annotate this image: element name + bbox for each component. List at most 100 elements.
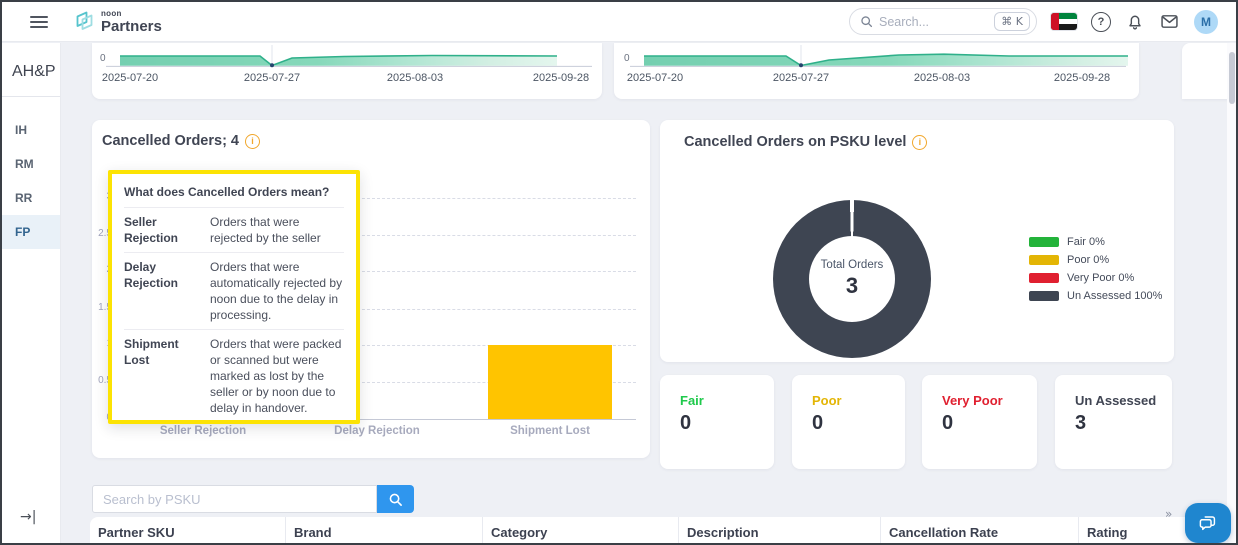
- tooltip-title: What does Cancelled Orders mean?: [124, 185, 330, 199]
- x-axis-date-label: 2025-09-28: [1053, 72, 1111, 84]
- gridline: [116, 235, 636, 236]
- stat-label: Fair: [680, 393, 704, 408]
- column-header-category[interactable]: Category: [482, 517, 678, 543]
- tooltip-definition: Orders that were automatically rejected …: [210, 260, 343, 322]
- bar-category-label: Shipment Lost: [510, 425, 590, 437]
- workspace-name[interactable]: AH&P: [12, 63, 56, 80]
- donut-legend: Fair 0% Poor 0% Very Poor 0% Un Assessed…: [1029, 233, 1162, 305]
- info-icon[interactable]: i: [245, 133, 260, 149]
- cancelled-orders-title: Cancelled Orders; 4: [102, 133, 239, 149]
- global-search-input[interactable]: Search... ⌘ K: [849, 8, 1037, 35]
- x-axis-date-label: 2025-08-03: [913, 72, 971, 84]
- sidebar-item-fp[interactable]: FP: [2, 215, 60, 249]
- sidebar-divider: [2, 96, 60, 97]
- sidebar-item-rm[interactable]: RM: [15, 157, 34, 171]
- y-tick-label: 1.5: [98, 302, 112, 313]
- legend-item-very-poor[interactable]: Very Poor 0%: [1029, 269, 1162, 287]
- column-header-description[interactable]: Description: [678, 517, 880, 543]
- trend-chart-card-partial: [1182, 43, 1230, 99]
- stat-card-fair: Fair 0: [660, 375, 774, 469]
- x-axis-date-label: 2025-07-27: [772, 72, 830, 84]
- help-icon[interactable]: ?: [1091, 11, 1111, 32]
- scrollbar-thumb[interactable]: [1229, 52, 1235, 104]
- stat-card-poor: Poor 0: [792, 375, 905, 469]
- tooltip-row: Delay Rejection Orders that were automat…: [124, 252, 344, 329]
- search-placeholder: Search...: [879, 14, 930, 29]
- top-header: noon Partners Search... ⌘ K ?: [2, 2, 1236, 42]
- tooltip-notch: [225, 174, 243, 179]
- psku-search-input[interactable]: Search by PSKU: [92, 485, 377, 513]
- psku-search-button[interactable]: [377, 485, 414, 513]
- legend-swatch-gold: [1029, 255, 1059, 265]
- x-axis-date-label: 2025-07-20: [626, 72, 684, 84]
- donut-center-value: 3: [845, 273, 859, 298]
- area-chart-right: [630, 45, 1128, 68]
- tooltip-term: Delay Rejection: [124, 260, 179, 290]
- y-axis-zero-label: 0: [100, 53, 106, 64]
- search-icon: [389, 493, 402, 506]
- stat-value: 0: [942, 412, 954, 434]
- stat-label: Un Assessed: [1075, 393, 1157, 408]
- column-header-brand[interactable]: Brand: [285, 517, 482, 543]
- stat-card-very-poor: Very Poor 0: [922, 375, 1037, 469]
- noon-logo-icon: [76, 11, 93, 30]
- bar-category-label: Seller Rejection: [159, 425, 247, 437]
- trend-chart-card-right: 0 2025-07-20 2025-07-27 2025-08-03 2025-…: [614, 43, 1139, 99]
- column-header-cancellation-rate[interactable]: Cancellation Rate: [880, 517, 1078, 543]
- stat-value: 3: [1075, 412, 1087, 434]
- column-header-rating[interactable]: Rating: [1078, 517, 1230, 543]
- column-header-partner-sku[interactable]: Partner SKU: [98, 525, 175, 540]
- logo-text-partners: Partners: [101, 17, 162, 35]
- psku-search-placeholder: Search by PSKU: [103, 491, 201, 507]
- chat-support-button[interactable]: [1185, 503, 1231, 543]
- uae-flag-icon[interactable]: [1051, 13, 1077, 30]
- logo-text-noon: noon: [101, 8, 122, 18]
- legend-item-poor[interactable]: Poor 0%: [1029, 251, 1162, 269]
- legend-item-un-assessed[interactable]: Un Assessed 100%: [1029, 287, 1162, 305]
- chat-bubbles-icon: [1199, 516, 1216, 531]
- x-axis-date-label: 2025-09-28: [532, 72, 590, 84]
- x-axis-date-label: 2025-08-03: [386, 72, 444, 84]
- tooltip-definition: Orders that were rejected by the seller: [210, 215, 321, 245]
- shipment-lost-bar[interactable]: [488, 345, 612, 419]
- tooltip-row: Shipment Lost Orders that were packed or…: [124, 329, 344, 420]
- gridline: [116, 271, 636, 272]
- user-avatar[interactable]: M: [1194, 9, 1218, 34]
- noon-partners-logo[interactable]: noon Partners: [74, 9, 162, 34]
- orders-donut-chart[interactable]: Total Orders 3: [773, 200, 931, 358]
- stat-label: Very Poor: [942, 393, 1003, 408]
- tooltip-term: Seller Rejection: [124, 215, 179, 245]
- legend-swatch-dark: [1029, 291, 1059, 301]
- gridline: [116, 309, 636, 310]
- search-icon: [861, 16, 873, 28]
- mail-icon[interactable]: [1159, 11, 1180, 32]
- info-icon[interactable]: i: [912, 134, 928, 150]
- stat-label: Poor: [812, 393, 842, 408]
- sidebar-item-rr[interactable]: RR: [15, 191, 33, 205]
- area-chart-left: [106, 45, 592, 68]
- legend-swatch-red: [1029, 273, 1059, 283]
- y-tick-label: 2.5: [98, 228, 112, 239]
- hamburger-menu-icon[interactable]: [30, 15, 48, 28]
- vertical-scrollbar[interactable]: [1227, 43, 1236, 543]
- psku-card-title: Cancelled Orders on PSKU level: [684, 134, 907, 150]
- stat-card-un-assessed: Un Assessed 3: [1055, 375, 1172, 469]
- trend-chart-card-left: 0 2025-07-20 2025-07-27 2025-08-03 2025-…: [92, 43, 602, 99]
- donut-center-label: Total Orders: [820, 259, 884, 271]
- tooltip-definition: Orders that were packed or scanned but w…: [210, 337, 342, 415]
- y-tick-label: 0.5: [98, 375, 112, 386]
- sidebar-item-ih[interactable]: IH: [15, 123, 27, 137]
- command-k-shortcut-badge: ⌘ K: [994, 12, 1030, 31]
- tooltip-footer-divider: [124, 422, 344, 423]
- x-axis-line: [116, 419, 636, 420]
- y-axis-zero-label: 0: [624, 53, 630, 64]
- tooltip-term: Shipment Lost: [124, 337, 179, 367]
- bar-category-label: Delay Rejection: [334, 425, 420, 437]
- tooltip-row: Seller Rejection Orders that were reject…: [124, 207, 344, 252]
- bell-icon[interactable]: [1125, 12, 1145, 32]
- sidebar-expand-icon[interactable]: →|: [20, 509, 37, 525]
- scroll-more-chevrons[interactable]: »: [1165, 507, 1173, 521]
- legend-item-fair[interactable]: Fair 0%: [1029, 233, 1162, 251]
- stat-value: 0: [680, 412, 692, 434]
